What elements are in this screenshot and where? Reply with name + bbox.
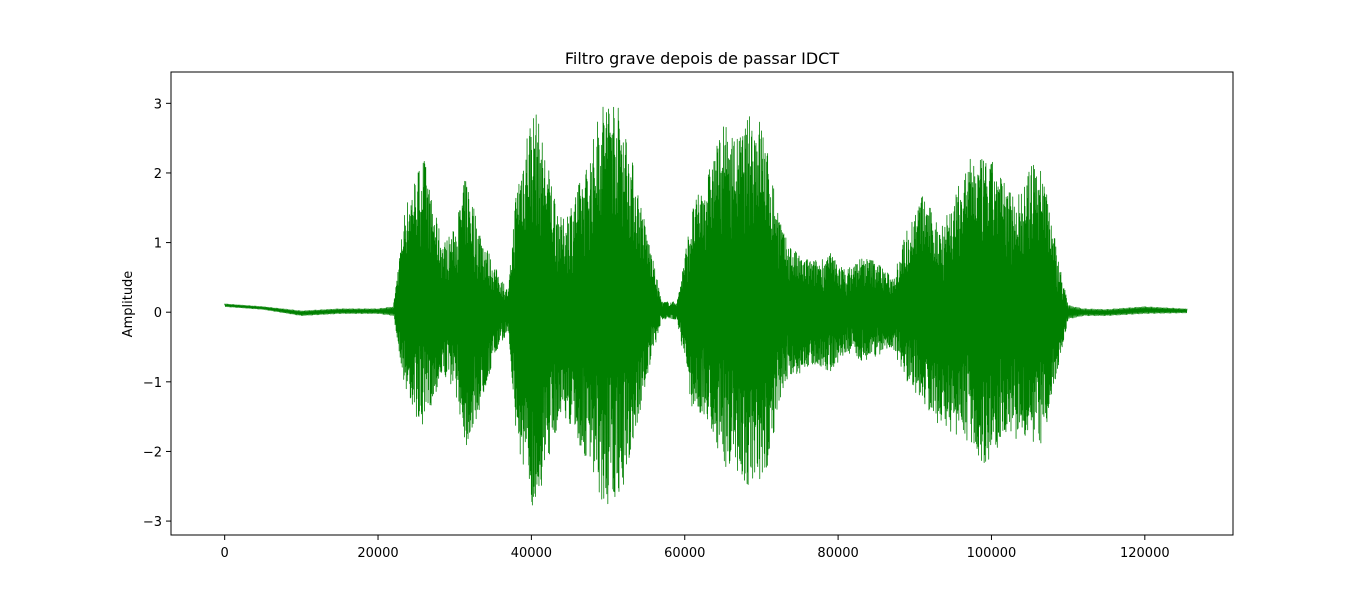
chart-title: Filtro grave depois de passar IDCT	[565, 49, 839, 68]
x-tick-label: 120000	[1120, 546, 1170, 561]
plot-frame	[170, 71, 1234, 536]
waveform-series-line	[224, 106, 1188, 506]
x-tick-label: 20000	[357, 546, 398, 561]
y-tick-label: −3	[143, 515, 162, 530]
y-tick-label: −1	[143, 376, 162, 391]
y-tick-label: 0	[154, 306, 162, 321]
x-tick-label: 60000	[664, 546, 705, 561]
series-layer	[224, 106, 1188, 506]
x-tick-label: 80000	[817, 546, 858, 561]
y-tick-label: −2	[143, 445, 162, 460]
x-tick-label: 40000	[511, 546, 552, 561]
y-tick-label: 1	[154, 237, 162, 252]
x-tick-label: 0	[221, 546, 229, 561]
y-tick-label: 2	[154, 167, 162, 182]
axes-layer: 0 20000 40000 60000 80000 100000 120000 −3 −2 −1 0…	[143, 97, 1170, 561]
y-tick-label: 3	[154, 97, 162, 112]
x-tick-label: 100000	[967, 546, 1017, 561]
y-axis-label: Amplitude	[121, 271, 136, 338]
